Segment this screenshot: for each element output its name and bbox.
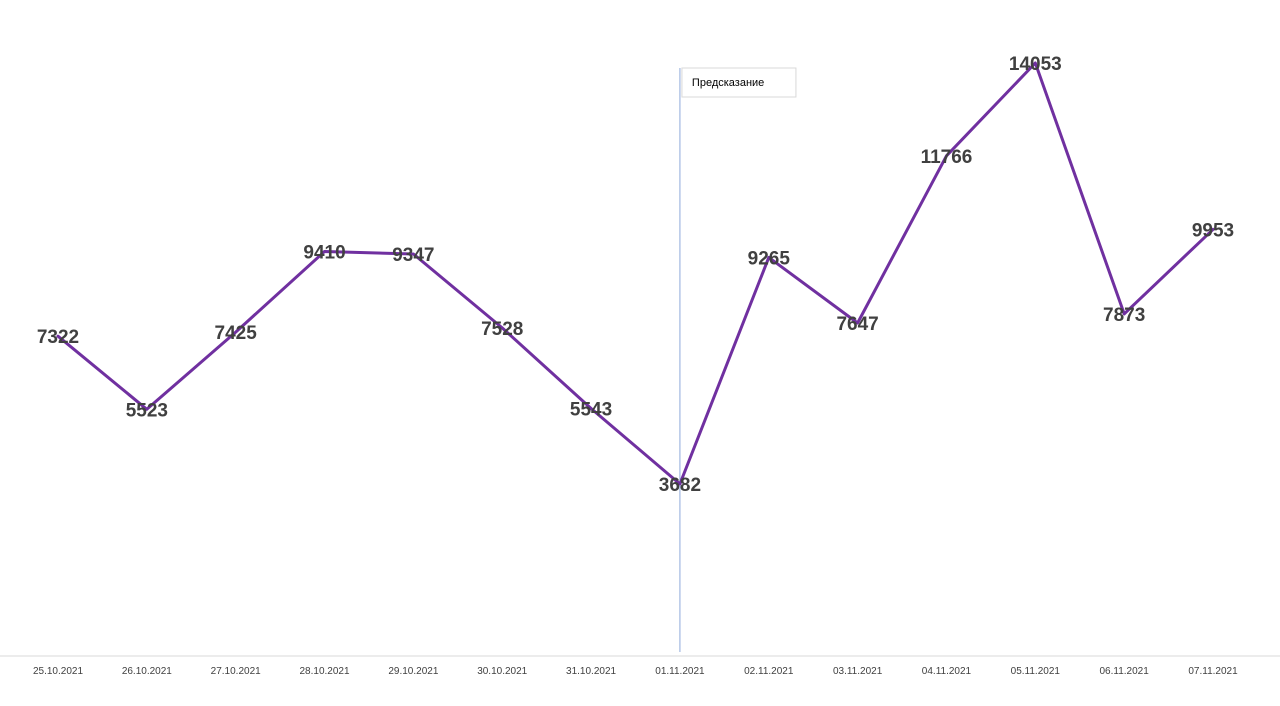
x-tick-label: 07.11.2021 <box>1188 666 1238 677</box>
x-tick-label: 02.11.2021 <box>744 666 794 677</box>
x-tick-label: 26.10.2021 <box>122 666 172 677</box>
data-label: 7322 <box>37 327 79 348</box>
x-tick-label: 01.11.2021 <box>655 666 705 677</box>
data-label: 11766 <box>921 147 973 168</box>
forecast-label-box <box>681 67 797 98</box>
x-tick-label: 06.11.2021 <box>1099 666 1149 677</box>
data-label: 9953 <box>1192 220 1234 241</box>
data-label: 7425 <box>215 323 258 344</box>
x-tick-label: 03.11.2021 <box>833 666 883 677</box>
forecast-annotation: Предсказание <box>679 67 797 652</box>
data-label: 9347 <box>392 245 434 266</box>
x-tick-label: 27.10.2021 <box>211 666 261 677</box>
x-tick-label: 30.10.2021 <box>477 666 527 677</box>
data-label: 5523 <box>126 400 168 421</box>
x-tick-label: 05.11.2021 <box>1011 666 1061 677</box>
data-label: 3682 <box>659 475 701 496</box>
forecast-label: Предсказание <box>692 77 764 89</box>
series-line-group <box>56 61 1215 486</box>
series-line <box>56 61 1215 486</box>
data-label: 7647 <box>836 314 878 335</box>
x-tick-label: 28.10.2021 <box>300 666 350 677</box>
x-tick-label: 31.10.2021 <box>566 666 616 677</box>
data-label: 7873 <box>1103 305 1145 326</box>
x-tick-label: 04.11.2021 <box>922 666 972 677</box>
data-label: 9265 <box>748 248 791 269</box>
data-label: 7528 <box>481 319 523 340</box>
x-tick-label: 29.10.2021 <box>388 666 438 677</box>
data-label: 14053 <box>1009 54 1062 75</box>
data-label: 9410 <box>303 242 345 263</box>
x-tick-labels: 25.10.2021 26.10.2021 27.10.2021 28.10.2021… <box>33 666 1238 677</box>
data-labels: 7322 5523 7425 9410 9347 7528 5543 3682 9265 7647… <box>37 54 1234 496</box>
data-label: 5543 <box>570 399 612 420</box>
x-tick-label: 25.10.2021 <box>33 666 83 677</box>
